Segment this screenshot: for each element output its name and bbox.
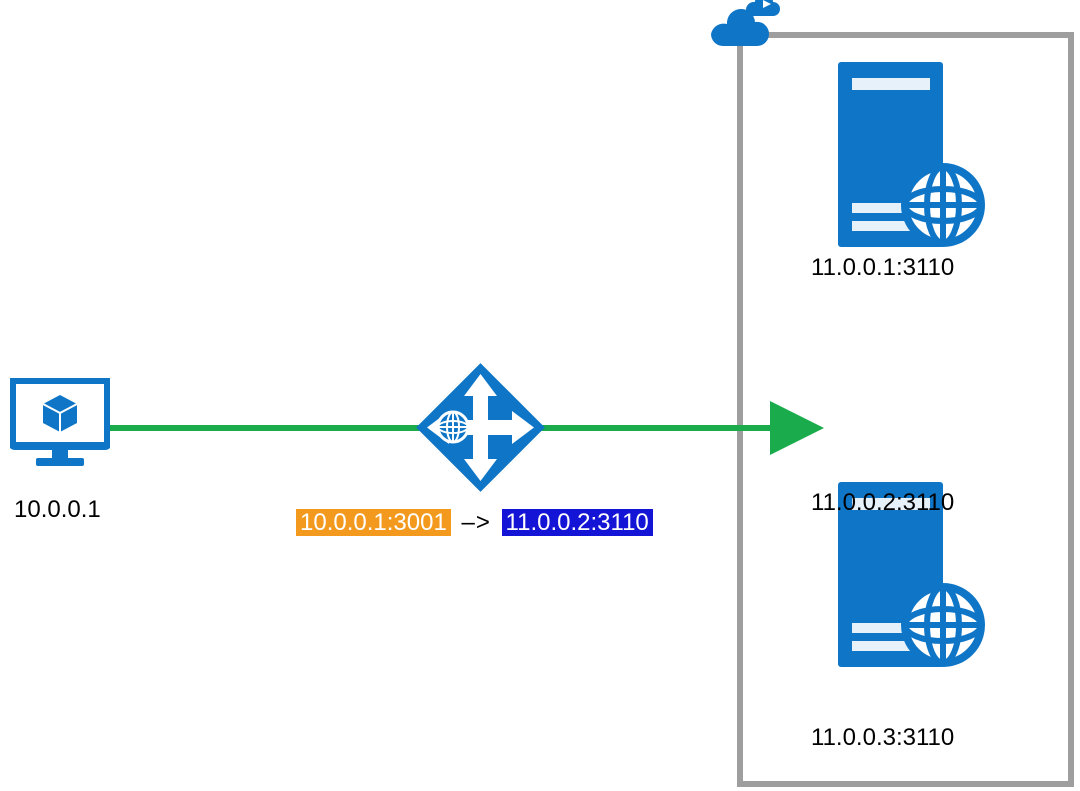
nat-mapping: 10.0.0.1:3001 –> 11.0.0.2:3110 — [296, 509, 653, 537]
nat-source: 10.0.0.1:3001 — [296, 509, 451, 536]
server-3-ip-label: 11.0.0.3:3110 — [811, 724, 954, 752]
server-1-ip-label: 11.0.0.1:3110 — [811, 254, 954, 282]
nat-arrow: –> — [457, 509, 494, 536]
server-1-icon — [828, 62, 968, 247]
diagram-canvas: 10.0.0.1 — [0, 0, 1080, 791]
client-monitor-icon — [10, 378, 110, 468]
globe-icon — [900, 162, 986, 248]
client-ip-label: 10.0.0.1 — [14, 496, 101, 524]
server-2-ip-label: 11.0.0.2:3110 — [811, 489, 954, 517]
nat-destination: 11.0.0.2:3110 — [502, 509, 653, 536]
globe-icon — [900, 582, 986, 668]
cloud-icon — [705, 0, 785, 54]
load-balancer-icon — [403, 350, 558, 505]
